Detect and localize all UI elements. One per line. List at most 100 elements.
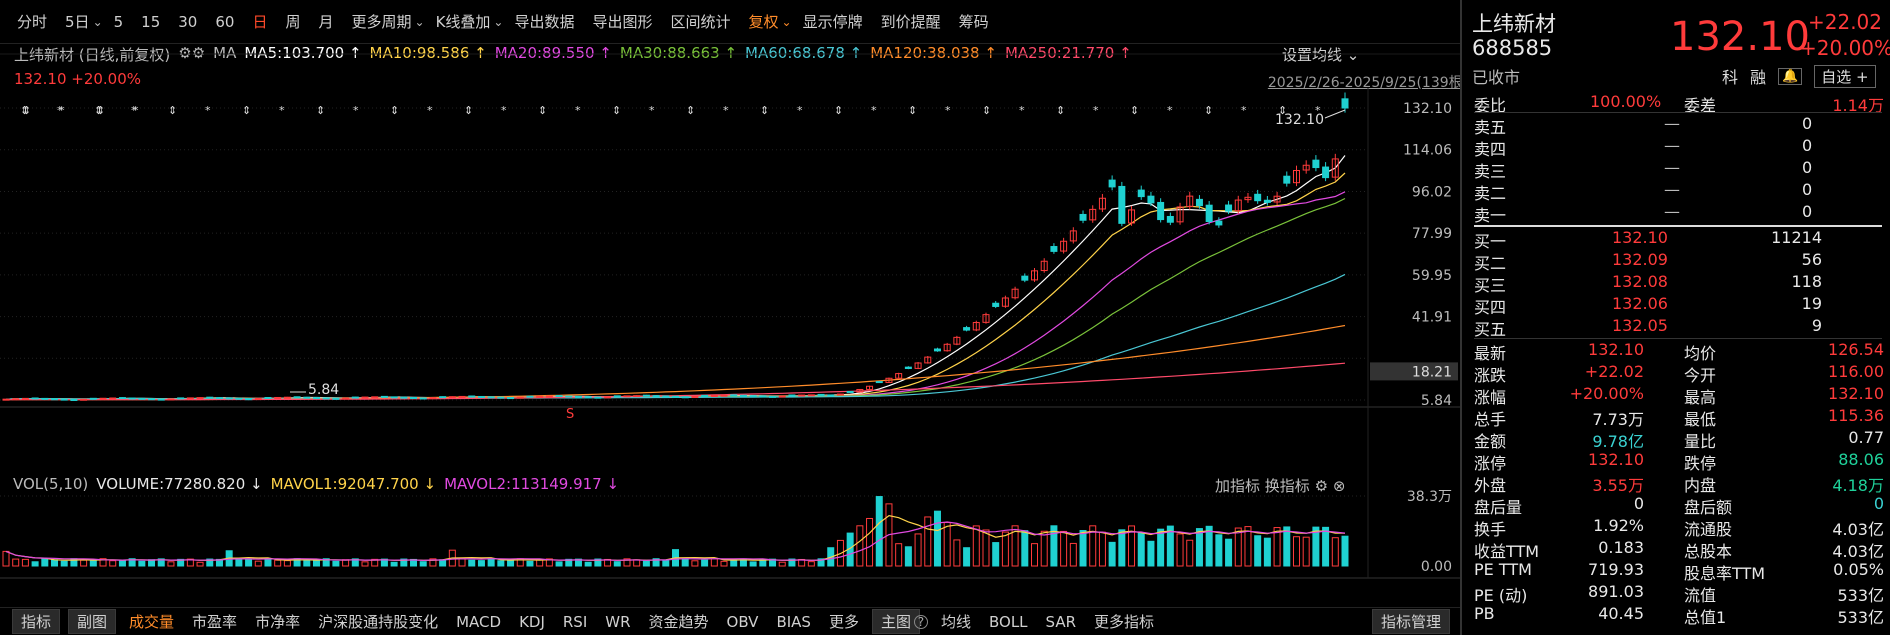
toolbar-item[interactable]: 月 (318, 13, 334, 31)
stat-row: 涨停 132.10 跌停 88.06 (1474, 450, 1884, 473)
tab-ke[interactable]: 科 (1722, 68, 1739, 87)
add-watchlist-button[interactable]: 自选 + (1814, 64, 1876, 88)
stat-label: 流通股 (1684, 520, 1733, 539)
toolbar-item[interactable]: 更多周期 (351, 13, 412, 31)
candle-body (167, 398, 175, 401)
indicator-tab[interactable]: 均线 (940, 613, 971, 631)
toolbar-item[interactable]: 日 (252, 13, 268, 31)
indicator-manage-button[interactable]: 指标管理 (1372, 609, 1451, 634)
period-toolbar: 分时 5日 ⌄ 5 15 30 60 日周月更多周期 ⌄ K线叠加 ⌄ 导出数据 导出图形 区间统计 复权 ⌄… (0, 0, 1460, 44)
chevron-down-icon[interactable]: ⌄ (414, 14, 425, 29)
toolbar-item[interactable]: 30 (178, 12, 198, 31)
toolbar-item[interactable]: 5日 (65, 13, 90, 31)
candle-body (924, 356, 932, 364)
toolbar-item[interactable]: 筹码 (958, 13, 989, 31)
indicator-tab[interactable]: KDJ (519, 612, 545, 631)
toolbar-item[interactable]: 区间统计 (670, 13, 731, 31)
chevron-down-icon[interactable]: ⌄ (92, 14, 103, 29)
toolbar-item[interactable]: 显示停牌 (802, 13, 863, 31)
volume-bar (167, 561, 175, 567)
settings-icon[interactable]: ⚙⚙ (178, 44, 206, 62)
indicator-tab[interactable]: 主图 (871, 609, 920, 634)
volume-bar (1195, 528, 1203, 567)
toolbar-item[interactable]: 分时 (17, 13, 48, 31)
event-marker: ⇕ (686, 104, 695, 117)
bid-volume: 9 (1811, 316, 1822, 335)
candle-body (225, 397, 233, 400)
ma-legend: 上纬新材 (日线,前复权) ⚙⚙ MA MA5:103.700 ↑ MA10:98… (14, 44, 1132, 64)
help-icon[interactable]: ? (913, 614, 928, 629)
candle-body (943, 343, 951, 352)
candle-body (720, 394, 728, 397)
candle-body (904, 366, 912, 369)
volume-bar (1283, 526, 1291, 567)
toolbar-item[interactable]: 周 (285, 13, 301, 31)
kline-chart[interactable]: 132.10 114.06 96.02 77.99 59.95 41.91 18.21 5.8… (0, 44, 1460, 581)
indicator-tab[interactable]: 市净率 (255, 613, 301, 631)
volume-bar (1312, 526, 1320, 567)
indicator-tab[interactable]: RSI (562, 612, 588, 631)
indicator-tab[interactable]: MACD (456, 612, 502, 631)
toolbar-item[interactable]: 到价提醒 (880, 13, 941, 31)
add-indicator-button[interactable]: 加指标 (1215, 477, 1261, 495)
candle-body (206, 396, 214, 399)
candle-body (555, 395, 563, 398)
event-marker: ⇕ (1130, 104, 1139, 117)
chart-title: 上纬新材 (日线,前复权) (14, 46, 171, 64)
toolbar-item[interactable]: 导出图形 (592, 13, 653, 31)
stat-label: 换手 (1474, 520, 1507, 539)
indicator-tab[interactable]: 更多指标 (1094, 613, 1155, 631)
market-status: 已收市 (1472, 68, 1521, 87)
indicator-tab[interactable]: 副图 (68, 609, 117, 634)
toolbar-item[interactable]: 60 (215, 12, 235, 31)
candle-body (536, 395, 544, 398)
toolbar-item[interactable]: 5 (113, 12, 124, 31)
candle-body (1137, 189, 1145, 198)
candle-body (710, 394, 718, 397)
stat-value: 0.05% (1833, 560, 1884, 579)
bell-icon[interactable]: 🔔 (1778, 67, 1803, 85)
swap-indicator-button[interactable]: 换指标 (1264, 477, 1310, 495)
stat-value: 533亿 (1837, 586, 1884, 605)
tab-rong[interactable]: 融 (1750, 68, 1767, 87)
candle-body (497, 396, 505, 399)
event-marker: * (353, 104, 359, 117)
close-icon[interactable]: ⊗ (1332, 477, 1346, 495)
toolbar-item[interactable]: 复权 (748, 13, 779, 31)
toolbar-item[interactable]: 导出数据 (514, 13, 575, 31)
event-marker: ⇕ (316, 104, 325, 117)
indicator-tab[interactable]: 市盈率 (192, 613, 238, 631)
volume-bar (1176, 533, 1184, 567)
event-marker: ⇕ (22, 104, 31, 117)
volume-bar (283, 560, 291, 567)
ask-price: — (1664, 136, 1680, 155)
volume-bar (1322, 526, 1330, 567)
set-ma-button[interactable]: 设置均线 ⌄ (1282, 46, 1360, 64)
indicator-tab[interactable]: 更多 (828, 613, 859, 631)
gear-icon[interactable]: ⚙ (1314, 477, 1329, 495)
chevron-down-icon[interactable]: ⌄ (493, 14, 504, 29)
chevron-down-icon[interactable]: ⌄ (781, 14, 792, 29)
indicator-tab[interactable]: 资金趋势 (648, 613, 709, 631)
volume-bar (390, 561, 398, 567)
indicator-tab[interactable]: SAR (1045, 612, 1077, 631)
volume-bar (507, 559, 515, 567)
weibi-value: 100.00% (1590, 92, 1662, 111)
candle-body (448, 396, 456, 399)
indicator-tab[interactable]: 成交量 (129, 613, 175, 631)
indicator-tab[interactable]: OBV (726, 612, 759, 631)
toolbar-item[interactable]: 15 (141, 12, 161, 31)
volume-bar (982, 529, 990, 567)
indicator-tab[interactable]: 指标 (12, 609, 61, 634)
indicator-tab[interactable]: BIAS (776, 612, 811, 631)
indicator-tab[interactable]: WR (605, 612, 631, 631)
volume-bar (468, 559, 476, 567)
vol-volume: VOLUME:77280.820 ↓ (96, 475, 263, 493)
candle-body (128, 397, 136, 400)
y-tick-label: 96.02 (1412, 184, 1452, 200)
stat-value: 9.78亿 (1592, 432, 1644, 451)
indicator-tab[interactable]: BOLL (988, 612, 1028, 631)
toolbar-item[interactable]: K线叠加 (435, 13, 491, 31)
indicator-tab[interactable]: 沪深股通持股变化 (318, 613, 439, 631)
candle-body (1322, 166, 1330, 179)
